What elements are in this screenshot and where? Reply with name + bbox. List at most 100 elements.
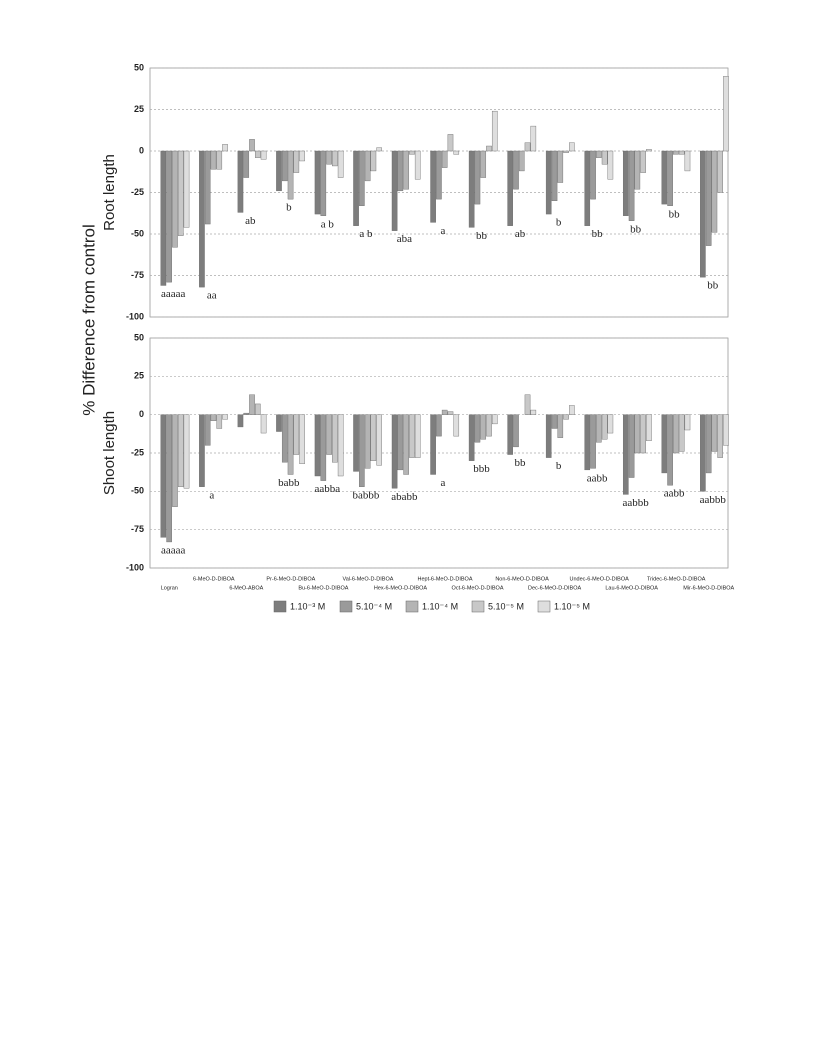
bar	[628, 414, 635, 478]
bar	[409, 414, 415, 458]
bar	[530, 125, 537, 152]
bar	[607, 414, 614, 434]
bar	[491, 414, 498, 425]
bar	[640, 414, 646, 454]
bar	[607, 150, 614, 180]
bar	[364, 414, 371, 469]
annotation: aaaaa	[161, 544, 186, 556]
bar	[359, 414, 365, 487]
bar	[700, 414, 706, 492]
bar	[474, 150, 481, 205]
bar	[409, 150, 415, 155]
bar	[281, 150, 288, 182]
legend-label: 5.10⁻⁴ M	[356, 601, 392, 611]
bar	[491, 110, 498, 152]
bar	[513, 414, 519, 448]
legend-swatch	[471, 600, 485, 613]
bar	[166, 150, 172, 283]
bar	[376, 147, 382, 152]
bar	[678, 150, 685, 155]
annotation: a b	[359, 228, 373, 240]
x-tick-label: Bu-6-MeO-D-DIBOA	[298, 585, 348, 591]
bar	[260, 414, 267, 434]
bar	[364, 150, 371, 182]
bar	[376, 414, 382, 466]
bar	[204, 414, 211, 446]
x-tick-label: Undec-6-MeO-D-DIBOA	[569, 576, 629, 582]
annotation: a	[209, 489, 214, 501]
bar	[717, 414, 723, 458]
bar	[276, 150, 282, 192]
bar	[299, 150, 305, 162]
bar	[634, 150, 641, 190]
bar	[646, 149, 652, 152]
bar	[705, 414, 712, 474]
bar	[254, 150, 261, 158]
bar	[673, 414, 679, 454]
bar	[480, 150, 487, 178]
bar	[557, 414, 564, 438]
bar	[160, 414, 167, 538]
bar	[551, 150, 558, 201]
bar	[584, 414, 591, 471]
annotation: ab	[515, 228, 526, 240]
bar	[320, 414, 327, 481]
annotation: a	[441, 477, 446, 489]
bar	[507, 150, 513, 226]
bar	[204, 150, 211, 225]
bar	[596, 414, 602, 443]
bar	[414, 150, 421, 180]
bar	[590, 150, 596, 200]
bar	[353, 150, 359, 226]
bar	[557, 150, 564, 183]
bar	[530, 409, 537, 415]
bar	[468, 414, 475, 461]
bar	[711, 414, 718, 452]
y-tick-label: 0	[139, 145, 144, 155]
annotation: aba	[397, 233, 412, 245]
bar	[237, 414, 244, 428]
annotation: b	[556, 217, 562, 229]
bar	[326, 414, 332, 455]
bar	[293, 414, 300, 455]
bar	[453, 414, 460, 437]
annotation: ababb	[391, 491, 418, 503]
bar	[723, 76, 729, 152]
bar	[216, 150, 223, 170]
bar	[569, 142, 575, 152]
annotation: b	[556, 460, 562, 472]
annotation: aabbb	[700, 494, 727, 506]
x-tick-label: Non-6-MeO-D-DIBOA	[495, 576, 549, 582]
bar	[260, 150, 267, 160]
bar	[436, 150, 442, 200]
legend-label: 1.10⁻³ M	[290, 601, 325, 611]
bar	[673, 150, 679, 155]
bar	[563, 414, 569, 420]
bar	[243, 150, 250, 178]
x-tick-label: Logran	[161, 585, 178, 591]
y-tick-label: -25	[131, 187, 144, 197]
y-tick-label: 50	[134, 332, 144, 342]
bar	[222, 414, 228, 420]
y-tick-label: -75	[131, 524, 144, 534]
bar	[314, 414, 321, 477]
bar	[551, 414, 558, 429]
bar	[640, 150, 646, 173]
bar	[210, 414, 217, 421]
bar	[326, 150, 332, 165]
bar	[281, 414, 288, 463]
bar	[700, 150, 706, 278]
legend-swatch	[405, 600, 419, 613]
y-tick-label: -100	[126, 562, 144, 572]
bar	[545, 150, 552, 215]
bar	[705, 150, 712, 246]
bar	[486, 414, 492, 437]
bar	[293, 150, 300, 173]
legend-label: 5.10⁻⁵ M	[488, 601, 524, 611]
bar	[216, 414, 223, 429]
bar	[199, 414, 205, 487]
bar	[474, 414, 481, 443]
bar	[453, 150, 460, 155]
bar	[661, 150, 668, 205]
